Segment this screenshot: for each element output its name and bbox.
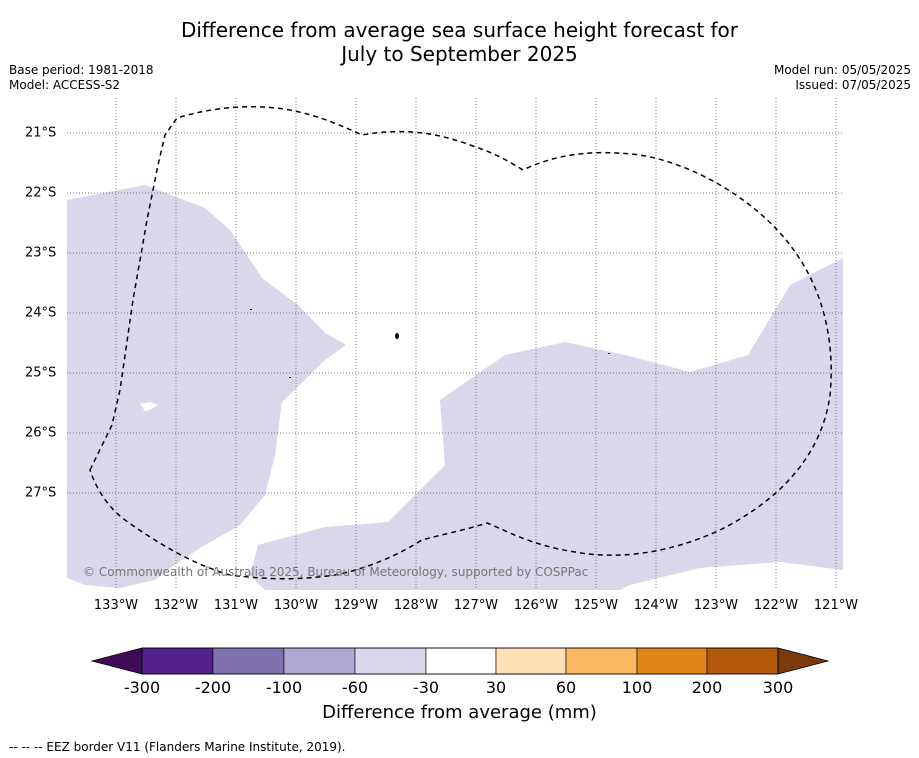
colorbar-segment-1 — [141, 647, 214, 675]
colorbar-segment-4 — [354, 647, 427, 675]
island-speck-3 — [289, 377, 291, 378]
title-line-1: Difference from average sea surface heig… — [180, 18, 739, 42]
lat-label-21: 21°S — [25, 125, 57, 141]
lat-label-25: 25°S — [25, 365, 57, 381]
colorbar-title: Difference from average (mm) — [322, 702, 597, 723]
lat-label-22: 22°S — [25, 185, 57, 201]
colorbar-tick-label: -60 — [341, 678, 369, 697]
colorbar-tick-label: -100 — [265, 678, 303, 697]
colorbar-tick-label: -300 — [123, 678, 161, 697]
lat-label-27: 27°S — [25, 485, 57, 501]
colorbar-tick-label: 100 — [621, 678, 653, 697]
lon-label-125: 125°W — [573, 598, 619, 613]
gridlines — [67, 98, 843, 590]
lon-label-121: 121°W — [813, 598, 859, 613]
colorbar-tick-label: 60 — [555, 678, 577, 697]
colorbar-segment-5 — [425, 647, 497, 675]
colorbar-tick-label: -200 — [194, 678, 232, 697]
model-run: Model run: 05/05/2025 — [773, 63, 911, 77]
meta-left: Base period: 1981-2018 Model: ACCESS-S2 — [9, 63, 154, 93]
colorbar-segment-9 — [706, 647, 779, 675]
issued-date: Issued: 07/05/2025 — [795, 78, 911, 92]
island-speck-4 — [608, 353, 610, 354]
colorbar-tick-label: -30 — [412, 678, 440, 697]
lon-label-129: 129°W — [333, 598, 379, 613]
lon-label-130: 130°W — [273, 598, 319, 613]
island-marks — [250, 309, 610, 378]
lat-label-26: 26°S — [25, 425, 57, 441]
colorbar-tick-label: 30 — [485, 678, 507, 697]
lat-label-24: 24°S — [25, 305, 57, 321]
lon-label-131: 131°W — [213, 598, 259, 613]
lon-label-126: 126°W — [513, 598, 559, 613]
meta-right: Model run: 05/05/2025 Issued: 07/05/2025 — [774, 63, 911, 93]
colorbar-right-arrow — [777, 647, 830, 675]
lon-label-132: 132°W — [153, 598, 199, 613]
shaded-region-east — [250, 258, 843, 590]
model-name: Model: ACCESS-S2 — [9, 78, 121, 92]
map-title: Difference from average sea surface heig… — [0, 18, 919, 66]
lon-label-123: 123°W — [693, 598, 739, 613]
colorbar-segment-2 — [212, 647, 285, 675]
eez-footnote: -- -- -- EEZ border V11 (Flanders Marine… — [9, 740, 346, 754]
lon-label-127: 127°W — [453, 598, 499, 613]
colorbar-frame — [141, 647, 779, 675]
colorbar-segment-8 — [636, 647, 708, 675]
colorbar-tick-label: 200 — [691, 678, 723, 697]
colorbar-left-arrow — [90, 647, 143, 675]
shaded-region-west — [67, 185, 346, 588]
lon-label-133: 133°W — [93, 598, 139, 613]
base-period: Base period: 1981-2018 — [9, 63, 154, 77]
colorbar-segment-3 — [283, 647, 356, 675]
colorbar-segment-7 — [565, 647, 638, 675]
island-speck-1 — [395, 333, 399, 339]
lon-label-122: 122°W — [753, 598, 799, 613]
island-speck-2 — [250, 309, 252, 310]
colorbar-segment-6 — [495, 647, 567, 675]
lon-label-128: 128°W — [393, 598, 439, 613]
lon-label-124: 124°W — [633, 598, 679, 613]
lat-label-23: 23°S — [25, 245, 57, 261]
copyright-notice: © Commonwealth of Australia 2025, Bureau… — [83, 565, 589, 579]
eez-border — [89, 106, 832, 580]
colorbar-tick-label: 300 — [762, 678, 794, 697]
anomaly-shading — [67, 185, 843, 590]
unshaded-spot — [140, 402, 158, 411]
title-line-2: July to September 2025 — [341, 42, 578, 66]
colorbar — [90, 647, 830, 675]
